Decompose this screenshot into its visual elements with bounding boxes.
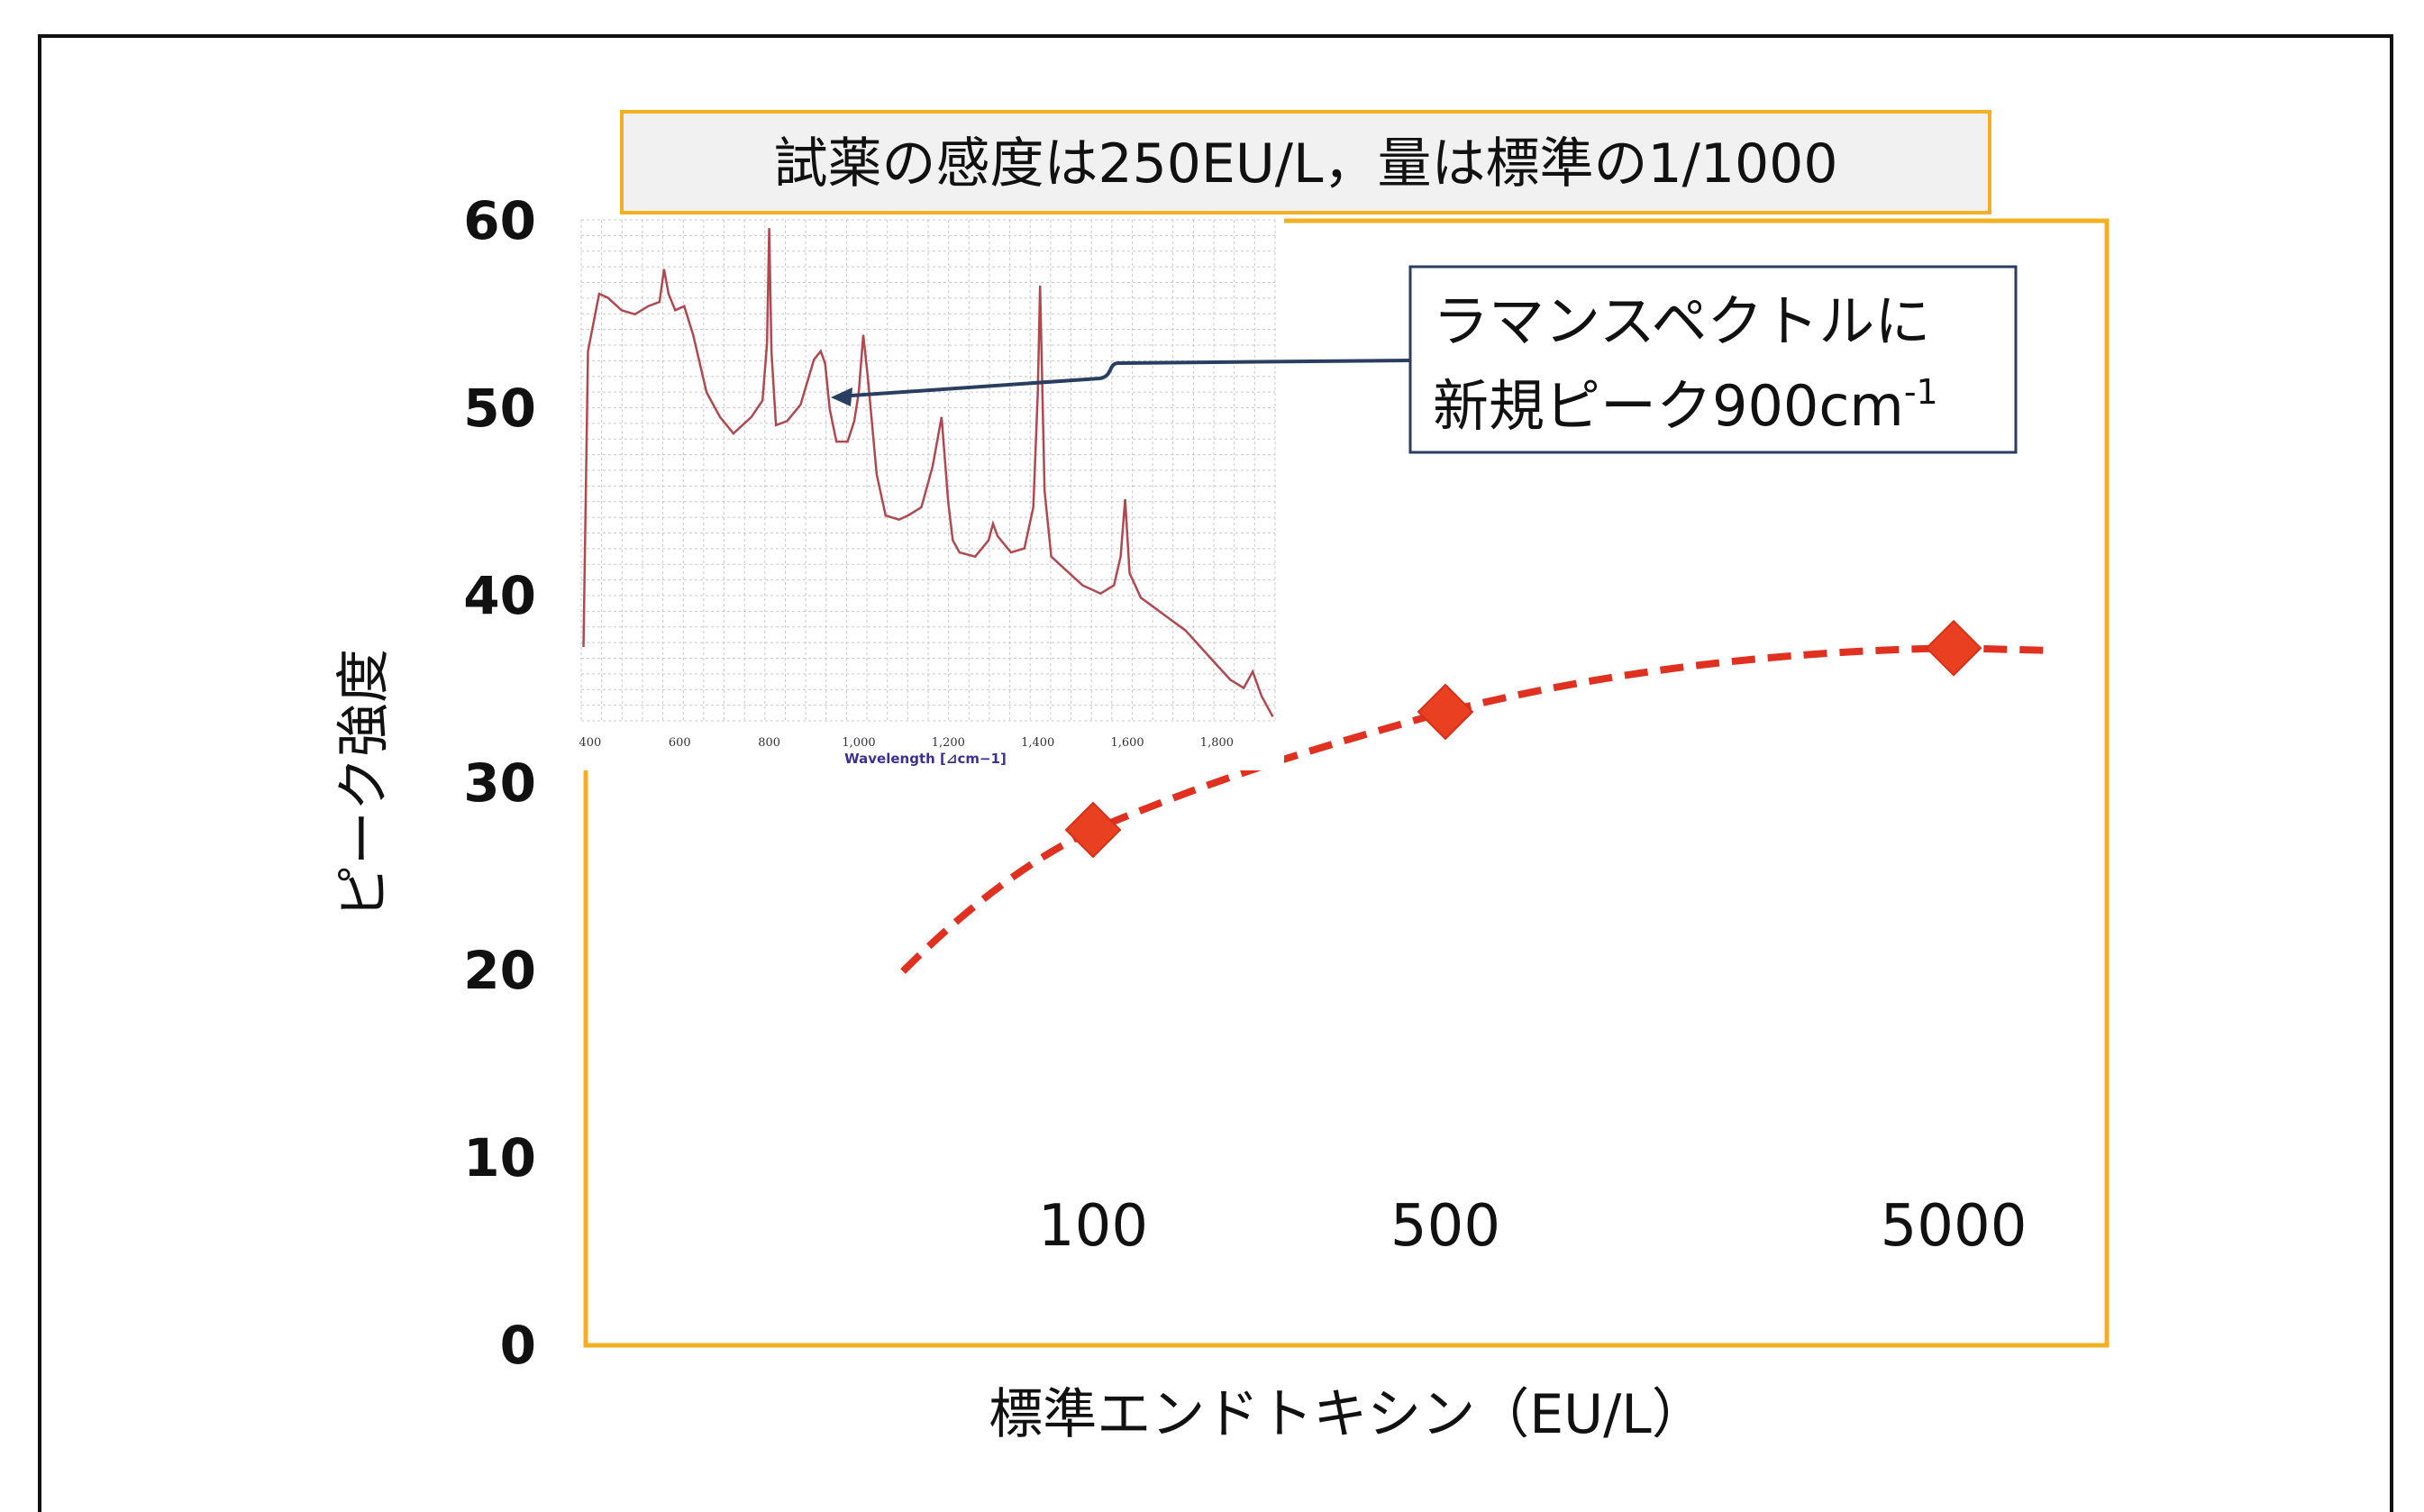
annotation-line-2: 新規ピーク900cm-1 <box>1433 372 1938 439</box>
inset-x-tick-label: 800 <box>758 736 780 750</box>
data-point-marker <box>1064 801 1122 859</box>
x-category-label: 5000 <box>1881 1193 2028 1260</box>
fit-curve <box>900 644 2055 974</box>
callout-arrow <box>837 361 1118 398</box>
inset-x-tick-label: 1,400 <box>1021 736 1054 750</box>
y-tick-label: 40 <box>463 565 536 626</box>
annotation-line-1: ラマンスペクトルに <box>1433 288 1930 354</box>
annotation-line-2-main: 新規ピーク900cm <box>1433 373 1904 439</box>
chart-title: 試薬の感度は250EU/L，量は標準の1/1000 <box>773 132 1837 196</box>
inset-x-tick-label: 1,800 <box>1200 736 1234 750</box>
y-tick-label: 0 <box>500 1315 536 1376</box>
plot-frame <box>583 218 2110 1348</box>
inset-x-tick-labels: 400 600 800 1,000 1,200 1,400 1,600 1,800 <box>579 736 1235 750</box>
raman-spectrum-inset: 400 600 800 1,000 1,200 1,400 1,600 1,800 Wavel… <box>577 216 1284 770</box>
inset-x-tick-label: 1,200 <box>932 736 965 750</box>
y-tick-label: 50 <box>463 378 536 439</box>
callout-line <box>1116 359 1411 365</box>
x-category-label: 100 <box>1038 1193 1148 1260</box>
y-tick-label: 30 <box>463 752 536 814</box>
y-tick-label: 20 <box>463 940 536 1001</box>
inset-x-axis-label: Wavelength [⊿cm−1] <box>844 751 1007 767</box>
data-point-marker <box>1417 683 1474 741</box>
inset-x-tick-label: 400 <box>579 736 602 750</box>
y-tick-label: 10 <box>463 1127 536 1189</box>
inset-x-tick-label: 600 <box>669 736 691 750</box>
annotation-superscript: -1 <box>1904 372 1938 412</box>
y-tick-label: 60 <box>463 190 536 251</box>
figure-frame <box>38 34 2393 1512</box>
x-category-labels: 100 500 5000 <box>1038 1193 2028 1260</box>
y-tick-labels: 0 10 20 30 40 50 60 <box>463 190 536 1376</box>
inset-x-tick-label: 1,000 <box>842 736 875 750</box>
inset-background <box>577 216 1284 770</box>
data-markers <box>1064 619 1982 859</box>
y-axis-label: ピーク強度 <box>333 649 396 919</box>
x-axis-label: 標準エンドトキシン（EU/L） <box>989 1383 1705 1446</box>
title-box <box>620 110 1991 214</box>
x-category-label: 500 <box>1390 1193 1500 1260</box>
annotation-box <box>1408 265 2018 454</box>
inset-x-tick-label: 1,600 <box>1110 736 1144 750</box>
spectrum-line <box>582 228 1274 717</box>
arrow-head-icon <box>831 387 852 406</box>
data-point-marker <box>1925 619 1982 677</box>
inset-grid <box>580 219 1276 722</box>
